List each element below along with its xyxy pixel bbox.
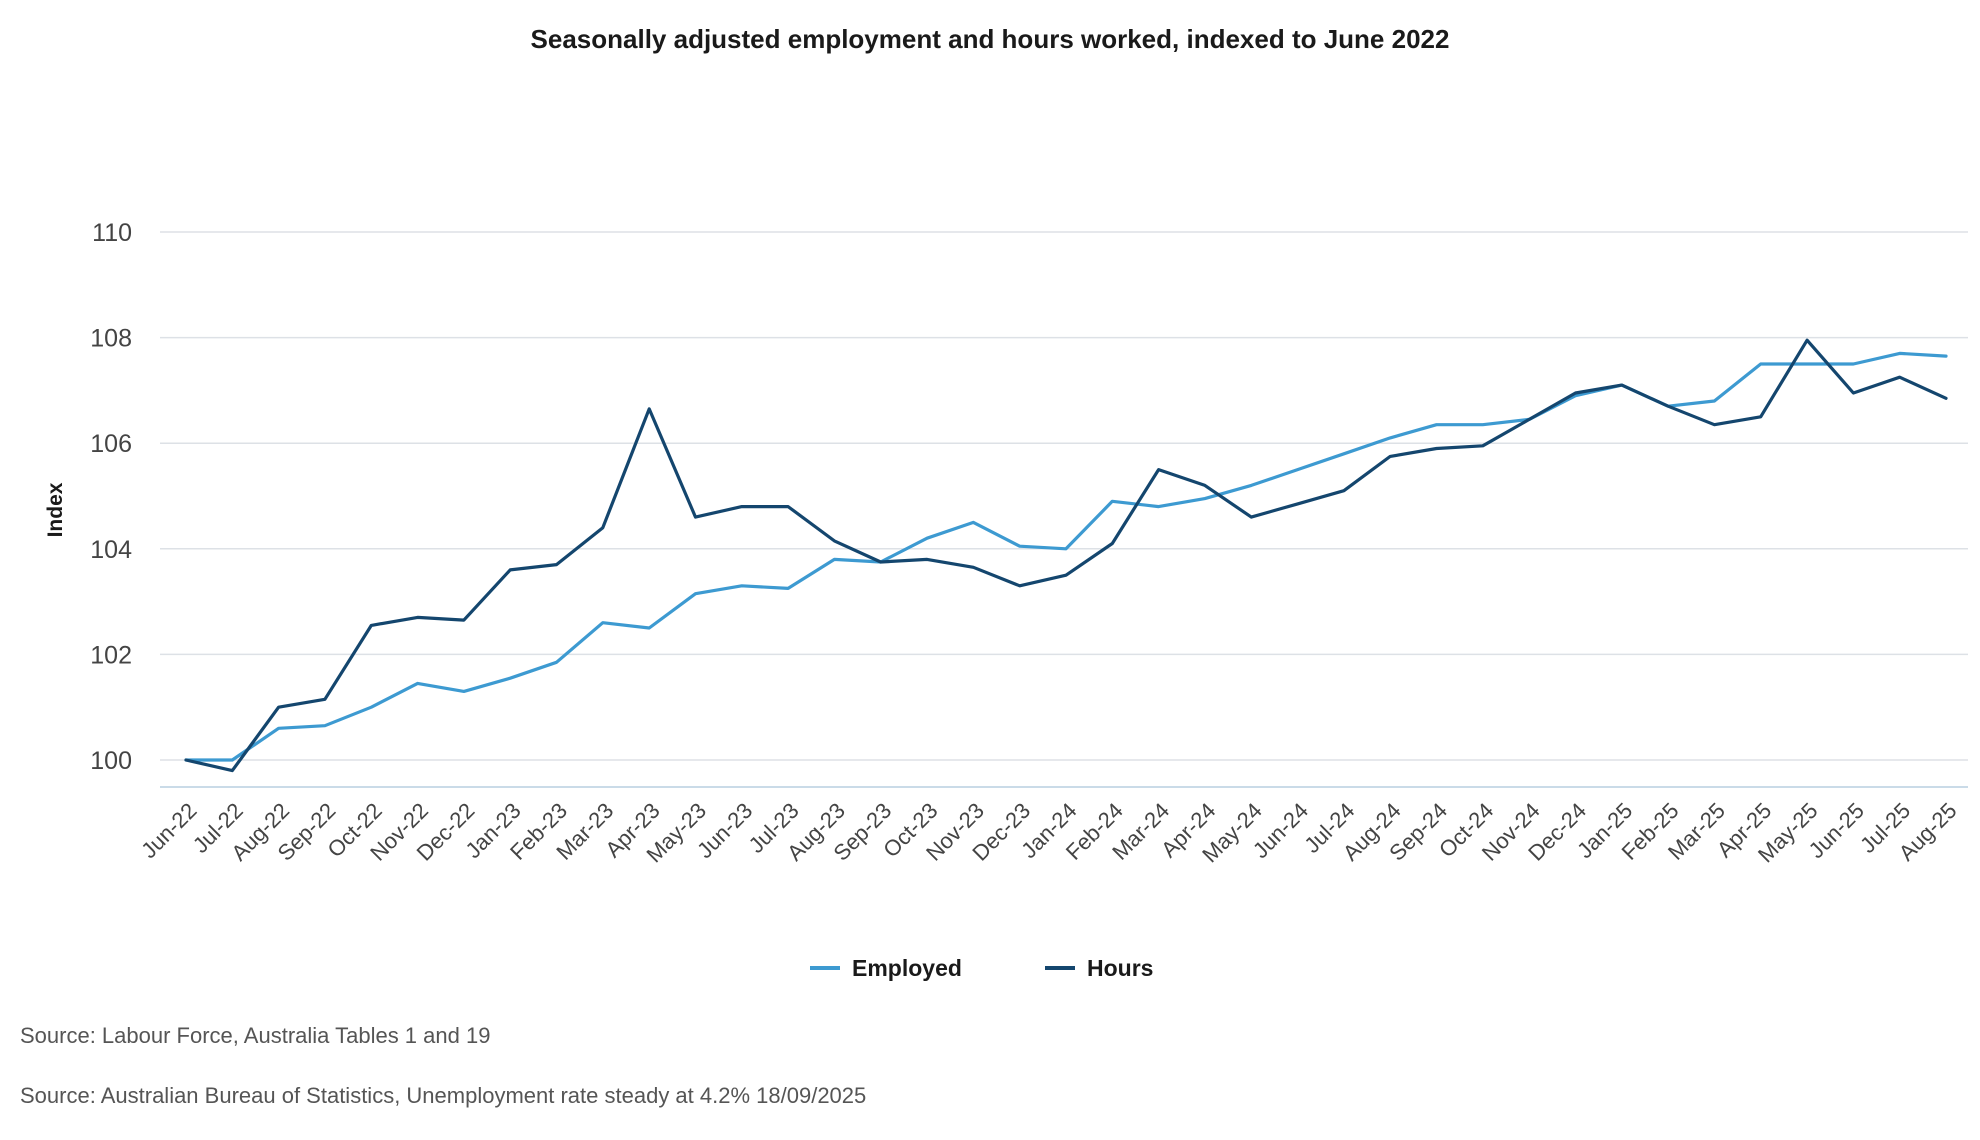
y-tick-label: 108 [90, 325, 132, 353]
legend-item-employed[interactable]: Employed [810, 955, 962, 981]
x-tick-label: Jun-22 [136, 798, 201, 863]
chart-title: Seasonally adjusted employment and hours… [531, 24, 1450, 54]
y-tick-label: 106 [90, 430, 132, 458]
y-tick-label: 110 [92, 219, 132, 247]
source-note-1: Source: Labour Force, Australia Tables 1… [20, 1023, 491, 1048]
y-tick-label: 104 [90, 536, 132, 564]
legend-item-hours[interactable]: Hours [1045, 955, 1153, 981]
legend-label: Employed [852, 955, 962, 981]
source-note-2: Source: Australian Bureau of Statistics,… [20, 1083, 867, 1108]
series-line-employed [184, 351, 1948, 762]
series-line-hours [184, 338, 1948, 773]
y-tick-label: 102 [90, 641, 132, 669]
legend-label: Hours [1087, 955, 1153, 981]
y-axis-label: Index [44, 482, 67, 537]
y-tick-label: 100 [90, 747, 132, 775]
